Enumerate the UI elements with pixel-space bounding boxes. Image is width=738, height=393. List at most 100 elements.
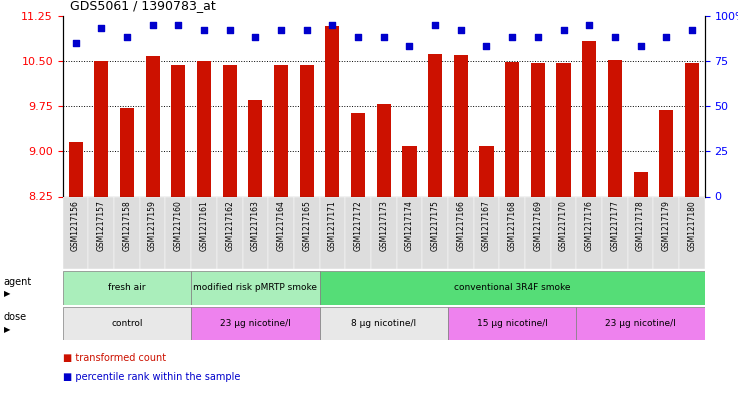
Bar (448, 307, 576, 340)
Bar (351, 113, 365, 196)
Bar (531, 63, 545, 196)
Bar (454, 55, 468, 196)
Point (249, 34, 261, 40)
Bar (371, 196, 396, 269)
Bar (500, 196, 525, 269)
Text: GSM1217158: GSM1217158 (123, 200, 131, 251)
Point (198, 27, 210, 33)
Text: dose: dose (4, 312, 27, 322)
Point (121, 34, 133, 40)
Bar (171, 64, 185, 196)
Point (326, 22, 338, 28)
Point (69, 40, 81, 46)
Text: GSM1217164: GSM1217164 (277, 200, 286, 251)
Point (506, 34, 518, 40)
Bar (63, 307, 191, 340)
Text: GSM1217180: GSM1217180 (688, 200, 697, 251)
Bar (300, 64, 314, 196)
Point (352, 34, 364, 40)
Bar (191, 196, 217, 269)
Text: GSM1217161: GSM1217161 (199, 200, 208, 251)
Text: GSM1217176: GSM1217176 (584, 200, 593, 251)
Bar (139, 196, 165, 269)
Point (147, 22, 159, 28)
Bar (223, 64, 237, 196)
Point (661, 34, 672, 40)
Bar (120, 108, 134, 196)
Bar (191, 271, 320, 305)
Point (378, 34, 390, 40)
Bar (679, 196, 705, 269)
Bar (402, 147, 416, 196)
Bar (320, 271, 705, 305)
Bar (448, 196, 474, 269)
Point (455, 27, 466, 33)
Text: GSM1217160: GSM1217160 (174, 200, 183, 251)
Bar (582, 41, 596, 196)
Bar (685, 63, 699, 196)
Point (686, 27, 698, 33)
Text: fresh air: fresh air (108, 283, 145, 292)
Text: GSM1217162: GSM1217162 (225, 200, 234, 251)
Point (480, 43, 492, 50)
Text: GSM1217167: GSM1217167 (482, 200, 491, 251)
Text: GSM1217179: GSM1217179 (662, 200, 671, 251)
Text: control: control (111, 319, 142, 328)
Bar (428, 54, 442, 196)
Bar (191, 307, 320, 340)
Text: ▶: ▶ (4, 325, 10, 334)
Bar (94, 61, 108, 196)
Text: GSM1217175: GSM1217175 (431, 200, 440, 251)
Bar (89, 196, 114, 269)
Bar (63, 196, 89, 269)
Bar (608, 60, 622, 196)
Point (430, 22, 441, 28)
Bar (320, 196, 345, 269)
Point (635, 43, 646, 50)
Bar (396, 196, 422, 269)
Point (583, 22, 595, 28)
Point (95, 25, 107, 31)
Text: ■ percentile rank within the sample: ■ percentile rank within the sample (63, 372, 240, 382)
Bar (576, 196, 602, 269)
Point (301, 27, 313, 33)
Text: GSM1217157: GSM1217157 (97, 200, 106, 251)
Bar (376, 104, 391, 196)
Bar (474, 196, 500, 269)
Point (609, 34, 621, 40)
Text: conventional 3R4F smoke: conventional 3R4F smoke (454, 283, 570, 292)
Bar (602, 196, 628, 269)
Bar (217, 196, 243, 269)
Text: 15 µg nicotine/l: 15 µg nicotine/l (477, 319, 548, 328)
Text: GSM1217177: GSM1217177 (610, 200, 619, 251)
Text: GDS5061 / 1390783_at: GDS5061 / 1390783_at (70, 0, 215, 12)
Bar (325, 26, 339, 196)
Text: GSM1217156: GSM1217156 (71, 200, 80, 251)
Bar (165, 196, 191, 269)
Bar (480, 147, 494, 196)
Bar (268, 196, 294, 269)
Bar (243, 196, 268, 269)
Bar (659, 110, 673, 196)
Text: GSM1217174: GSM1217174 (405, 200, 414, 251)
Bar (320, 307, 448, 340)
Text: 23 µg nicotine/l: 23 µg nicotine/l (605, 319, 676, 328)
Point (532, 34, 544, 40)
Bar (551, 196, 576, 269)
Bar (633, 173, 648, 196)
Point (558, 27, 570, 33)
Text: 23 µg nicotine/l: 23 µg nicotine/l (220, 319, 291, 328)
Point (224, 27, 235, 33)
Bar (505, 62, 520, 196)
Point (404, 43, 415, 50)
Text: 8 µg nicotine/l: 8 µg nicotine/l (351, 319, 416, 328)
Text: ■ transformed count: ■ transformed count (63, 353, 166, 363)
Bar (145, 56, 159, 196)
Point (275, 27, 287, 33)
Text: GSM1217178: GSM1217178 (636, 200, 645, 251)
Text: modified risk pMRTP smoke: modified risk pMRTP smoke (193, 283, 317, 292)
Bar (525, 196, 551, 269)
Text: GSM1217170: GSM1217170 (559, 200, 568, 251)
Text: GSM1217159: GSM1217159 (148, 200, 157, 251)
Point (173, 22, 184, 28)
